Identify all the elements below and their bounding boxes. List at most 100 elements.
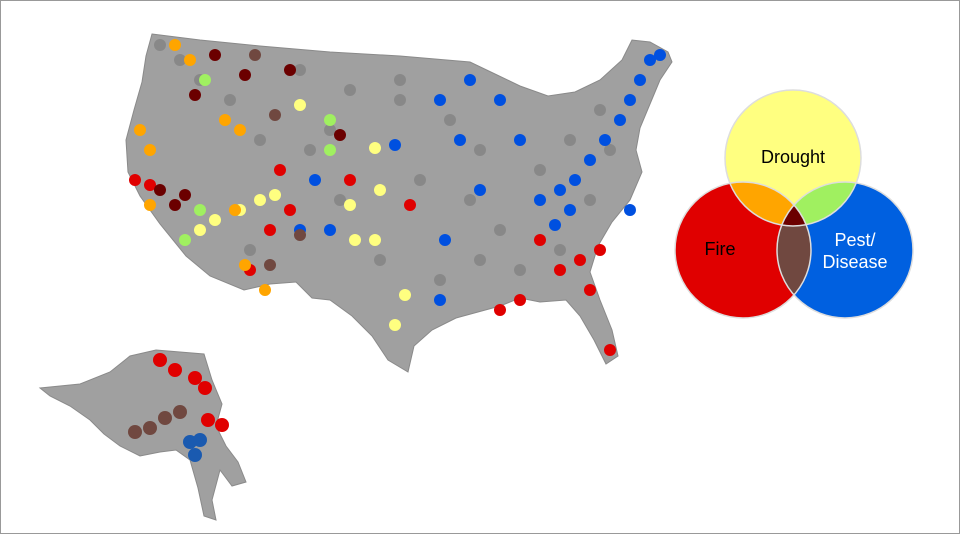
dot — [514, 264, 526, 276]
dot — [194, 224, 206, 236]
dot — [269, 109, 281, 121]
dot — [194, 204, 206, 216]
dot — [369, 234, 381, 246]
dot — [584, 284, 596, 296]
dot — [199, 74, 211, 86]
dot — [324, 124, 336, 136]
dot — [394, 94, 406, 106]
dot — [554, 184, 566, 196]
dot — [514, 294, 526, 306]
alaska — [38, 349, 247, 521]
dot — [574, 254, 586, 266]
contiguous-us — [125, 33, 673, 373]
venn-outline — [776, 181, 914, 319]
dot — [324, 224, 336, 236]
dot — [198, 381, 212, 395]
venn-outline — [674, 181, 812, 319]
dot — [224, 94, 236, 106]
dot — [174, 54, 186, 66]
dot — [414, 174, 426, 186]
dot — [215, 418, 229, 432]
overlap-drought-fire-fill — [725, 182, 811, 226]
dot — [624, 204, 636, 216]
overlap-drought-pest — [777, 182, 861, 226]
dot — [399, 289, 411, 301]
dot — [394, 74, 406, 86]
dot — [284, 204, 296, 216]
dot — [168, 363, 182, 377]
dot — [294, 64, 306, 76]
dot — [534, 164, 546, 176]
dot — [219, 114, 231, 126]
dot — [184, 54, 196, 66]
dot — [158, 411, 172, 425]
overlap-drought-fire — [725, 182, 811, 226]
dot — [193, 433, 207, 447]
dot — [474, 254, 486, 266]
dot — [564, 204, 576, 216]
dot — [389, 139, 401, 151]
dot — [404, 199, 416, 211]
dot — [188, 448, 202, 462]
dot — [389, 319, 401, 331]
dot — [201, 413, 215, 427]
dot — [229, 204, 241, 216]
dot — [369, 142, 381, 154]
dot — [259, 284, 271, 296]
venn-label: Fire — [705, 239, 736, 259]
dot — [129, 174, 141, 186]
dot — [189, 89, 201, 101]
dot — [239, 69, 251, 81]
dot — [344, 199, 356, 211]
dot — [654, 49, 666, 61]
dot — [349, 234, 361, 246]
dot — [179, 189, 191, 201]
dot — [494, 94, 506, 106]
venn-label: Drought — [761, 147, 825, 167]
dot — [254, 134, 266, 146]
dot — [434, 94, 446, 106]
overlap-drought-pest-fill — [777, 182, 861, 226]
venn-label: Disease — [822, 252, 887, 272]
dot — [434, 294, 446, 306]
dot — [154, 39, 166, 51]
dot — [209, 49, 221, 61]
dot — [584, 194, 596, 206]
venn-outline — [724, 89, 862, 227]
dot — [344, 174, 356, 186]
venn-label: Pest/ — [834, 230, 875, 250]
dot — [249, 49, 261, 61]
dot — [334, 194, 346, 206]
dot — [264, 259, 276, 271]
dot — [188, 371, 202, 385]
dot — [274, 164, 286, 176]
dot — [604, 144, 616, 156]
dot — [514, 134, 526, 146]
dot — [209, 214, 221, 226]
dot — [634, 74, 646, 86]
dot — [169, 199, 181, 211]
dot — [474, 144, 486, 156]
dot — [334, 129, 346, 141]
dot — [294, 229, 306, 241]
venn-legend: Drought Fire Pest/Disease — [674, 89, 914, 319]
dot — [144, 179, 156, 191]
dot — [239, 259, 251, 271]
dots — [128, 39, 666, 462]
dot — [569, 174, 581, 186]
dot — [644, 54, 656, 66]
dot — [594, 244, 606, 256]
dot — [269, 189, 281, 201]
dot — [284, 64, 296, 76]
dot — [534, 234, 546, 246]
dot — [614, 114, 626, 126]
dot — [454, 134, 466, 146]
dot — [344, 84, 356, 96]
dot — [554, 244, 566, 256]
dot — [599, 134, 611, 146]
dot — [254, 194, 266, 206]
dot — [234, 124, 246, 136]
dot — [324, 114, 336, 126]
